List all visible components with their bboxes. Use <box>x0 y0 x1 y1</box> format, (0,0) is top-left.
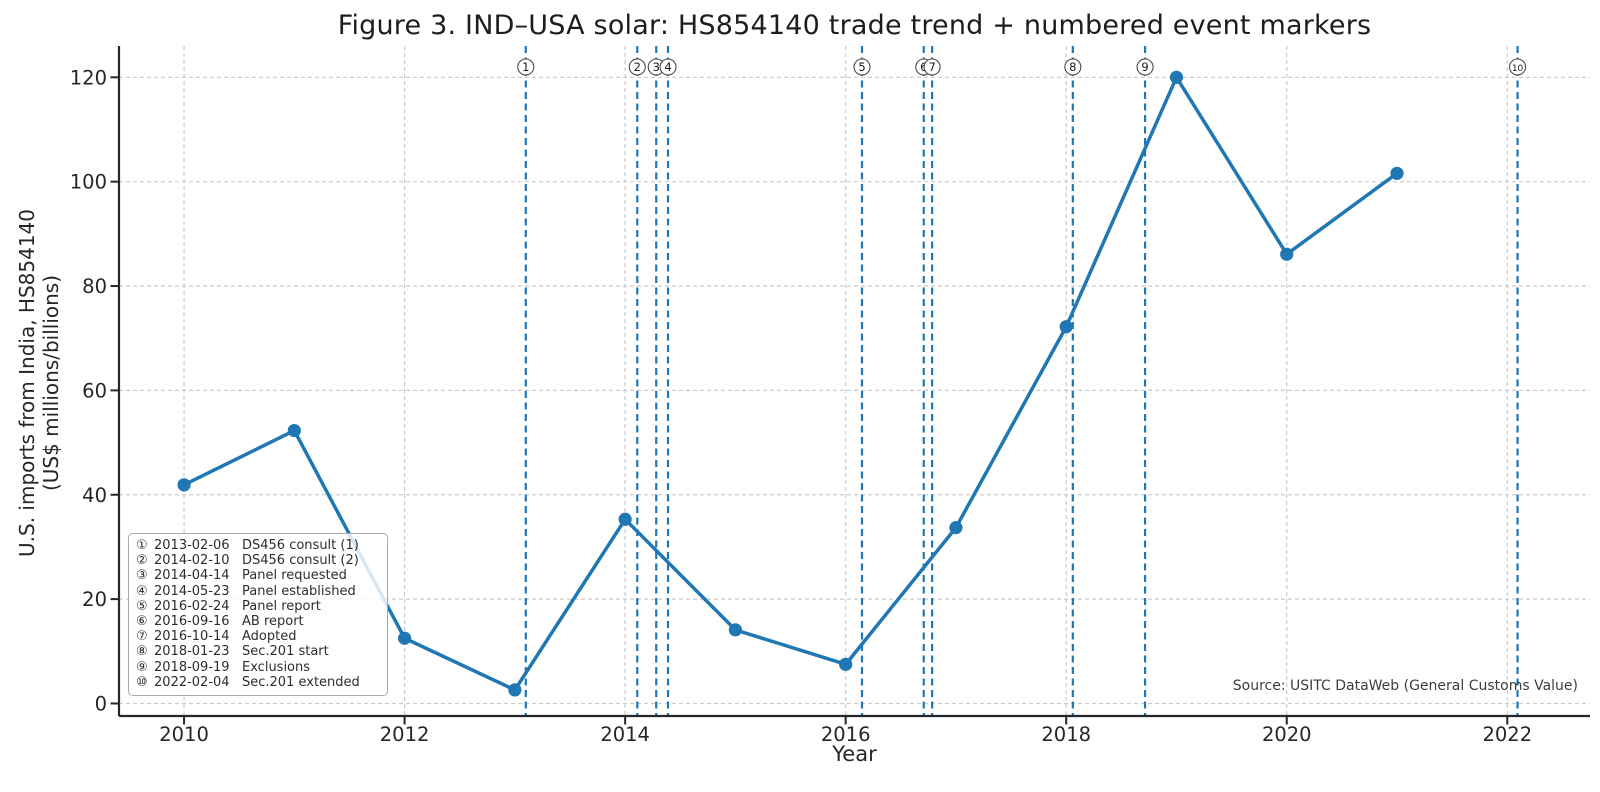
data-point-marker <box>177 478 191 492</box>
legend-event-number-icon: ⑩ <box>136 674 148 690</box>
y-tick-label: 100 <box>70 171 107 194</box>
event-number-circle <box>853 58 871 76</box>
legend-event-number-icon: ④ <box>136 583 148 599</box>
y-axis-label: U.S. imports from India, HS854140 (US$ m… <box>15 31 65 735</box>
event-legend-box: ① 2013-02-06 DS456 consult (1) ② 2014-02-10 D… <box>128 533 388 697</box>
event-number-circle <box>1064 58 1082 76</box>
data-point-marker <box>1169 70 1184 84</box>
legend-row: ② 2014-02-10 DS456 consult (2) <box>136 553 380 568</box>
event-number-label: 2 <box>634 60 641 74</box>
legend-event-label: DS456 consult (1) <box>242 538 359 553</box>
legend-event-label: AB report <box>242 614 304 630</box>
data-point-marker <box>397 631 412 645</box>
legend-event-label: Sec.201 extended <box>242 674 360 690</box>
x-tick-label: 2010 <box>159 723 209 746</box>
legend-row: ④ 2014-05-23 Panel established <box>136 584 380 599</box>
event-number-label: 4 <box>664 60 671 74</box>
legend-event-date: 2022-02-04 <box>154 674 230 690</box>
data-point-marker <box>1280 247 1294 261</box>
legend-event-date: 2018-09-19 <box>154 659 230 675</box>
y-tick-label: 120 <box>70 66 107 89</box>
event-number-circle <box>628 58 646 76</box>
legend-row: ⑩ 2022-02-04 Sec.201 extended <box>136 675 380 690</box>
legend-event-number-icon: ③ <box>136 568 148 584</box>
chart-title: Figure 3. IND–USA solar: HS854140 trade … <box>337 10 1372 41</box>
y-tick-label: 0 <box>95 692 107 715</box>
event-number-label: 10 <box>1512 64 1524 74</box>
y-tick-label: 80 <box>82 275 107 298</box>
legend-event-number-icon: ⑥ <box>136 614 148 630</box>
legend-event-label: Sec.201 start <box>242 644 329 660</box>
legend-event-number-icon: ⑨ <box>136 659 148 675</box>
data-point-marker <box>949 521 963 535</box>
legend-event-date: 2013-02-06 <box>154 538 230 553</box>
legend-event-number-icon: ① <box>136 538 148 553</box>
y-tick-label: 60 <box>82 379 107 402</box>
legend-event-date: 2014-04-14 <box>154 568 230 584</box>
legend-row: ⑧ 2018-01-23 Sec.201 start <box>136 644 380 659</box>
data-point-marker <box>1059 320 1073 334</box>
data-point-marker <box>508 683 522 697</box>
event-number-circle <box>517 58 535 76</box>
legend-event-label: Panel established <box>242 583 356 599</box>
legend-event-date: 2016-02-24 <box>154 598 230 614</box>
event-number-circle <box>923 58 941 76</box>
y-tick-label: 20 <box>82 588 107 611</box>
x-tick-label: 2012 <box>380 723 430 746</box>
x-tick-label: 2014 <box>600 723 650 746</box>
legend-row: ① 2013-02-06 DS456 consult (1) <box>136 538 380 553</box>
y-tick-label: 40 <box>82 484 107 507</box>
legend-event-date: 2014-02-10 <box>154 553 230 569</box>
legend-event-number-icon: ⑧ <box>136 644 148 660</box>
y-axis-label-line1: U.S. imports from India, HS854140 <box>15 209 39 557</box>
event-number-label: 8 <box>1069 60 1076 74</box>
legend-event-number-icon: ② <box>136 553 148 569</box>
legend-event-date: 2016-10-14 <box>154 629 230 645</box>
legend-event-label: Adopted <box>242 629 297 645</box>
data-point-marker <box>728 623 743 637</box>
data-point-marker <box>839 657 853 671</box>
x-tick-label: 2018 <box>1041 723 1091 746</box>
legend-event-date: 2016-09-16 <box>154 614 230 630</box>
y-axis-label-line2: (US$ millions/billions) <box>39 274 63 492</box>
data-point-marker <box>287 423 301 438</box>
legend-row: ⑦ 2016-10-14 Adopted <box>136 629 380 644</box>
legend-event-label: Exclusions <box>242 659 311 675</box>
legend-row: ③ 2014-04-14 Panel requested <box>136 568 380 583</box>
legend-event-number-icon: ⑦ <box>136 629 148 645</box>
legend-event-label: DS456 consult (2) <box>242 553 359 569</box>
data-point-marker <box>1390 166 1404 180</box>
event-number-label: 7 <box>928 60 935 74</box>
event-number-circle <box>1136 58 1154 76</box>
x-tick-label: 2022 <box>1482 723 1532 746</box>
legend-event-number-icon: ⑤ <box>136 598 148 614</box>
legend-row: ⑨ 2018-09-19 Exclusions <box>136 660 380 675</box>
event-number-circle <box>1509 58 1527 76</box>
event-number-label: 5 <box>858 60 865 74</box>
legend-event-date: 2014-05-23 <box>154 583 230 599</box>
event-number-circle <box>659 58 677 76</box>
legend-event-label: Panel requested <box>242 568 347 584</box>
event-number-label: 1 <box>522 60 529 74</box>
event-number-label: 9 <box>1141 60 1148 74</box>
data-point-marker <box>618 512 632 526</box>
legend-row: ⑥ 2016-09-16 AB report <box>136 614 380 629</box>
source-note: Source: USITC DataWeb (General Customs V… <box>1232 678 1578 694</box>
legend-event-label: Panel report <box>242 598 321 614</box>
x-tick-label: 2020 <box>1262 723 1312 746</box>
legend-event-date: 2018-01-23 <box>154 644 230 660</box>
legend-row: ⑤ 2016-02-24 Panel report <box>136 599 380 614</box>
x-axis-label: Year <box>832 742 877 766</box>
x-tick-label: 2016 <box>821 723 871 746</box>
event-number-label: 3 <box>653 60 660 74</box>
